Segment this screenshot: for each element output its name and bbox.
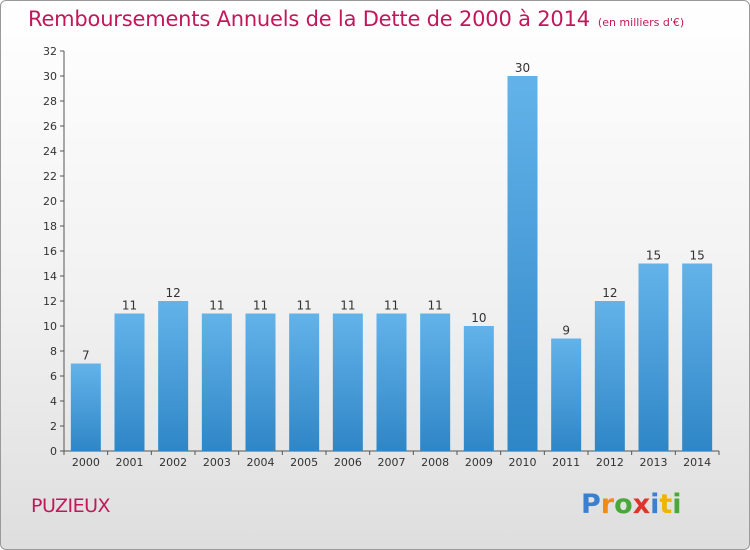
y-tick-label: 20 bbox=[43, 195, 57, 208]
y-tick-label: 10 bbox=[43, 320, 57, 333]
data-label: 7 bbox=[82, 349, 90, 363]
y-tick-label: 30 bbox=[43, 70, 57, 83]
data-label: 11 bbox=[253, 299, 268, 313]
x-tick-label: 2009 bbox=[465, 456, 493, 469]
data-label: 12 bbox=[166, 286, 181, 300]
bar bbox=[551, 338, 582, 451]
title-row: Remboursements Annuels de la Dette de 20… bbox=[28, 7, 684, 31]
bar bbox=[289, 313, 320, 451]
data-label: 11 bbox=[384, 299, 399, 313]
y-tick-label: 12 bbox=[43, 295, 57, 308]
bar bbox=[114, 313, 145, 451]
data-label: 11 bbox=[428, 299, 443, 313]
logo-letter: r bbox=[600, 489, 615, 520]
proxiti-logo: Proxiti bbox=[581, 489, 682, 520]
y-tick-label: 0 bbox=[50, 445, 57, 458]
y-tick-label: 16 bbox=[43, 245, 57, 258]
x-tick-label: 2000 bbox=[72, 456, 100, 469]
y-tick-label: 18 bbox=[43, 220, 57, 233]
bar bbox=[245, 313, 276, 451]
y-tick-label: 8 bbox=[50, 345, 57, 358]
x-tick-label: 2007 bbox=[378, 456, 406, 469]
x-tick-label: 2002 bbox=[159, 456, 187, 469]
data-label: 11 bbox=[340, 299, 355, 313]
data-label: 11 bbox=[209, 299, 224, 313]
y-tick-label: 22 bbox=[43, 170, 57, 183]
bar bbox=[376, 313, 407, 451]
chart-title: Remboursements Annuels de la Dette de 20… bbox=[28, 7, 590, 31]
logo-letter: o bbox=[614, 489, 633, 520]
x-tick-label: 2006 bbox=[334, 456, 362, 469]
x-tick-label: 2012 bbox=[596, 456, 624, 469]
labels: 2000 7 2001 11 2002 12 2003 11 2004 11 2005 11 2006 1… bbox=[72, 61, 711, 469]
bar bbox=[158, 301, 189, 451]
y-tick-label: 26 bbox=[43, 120, 57, 133]
data-label: 11 bbox=[297, 299, 312, 313]
x-tick-label: 2001 bbox=[116, 456, 144, 469]
bar bbox=[594, 301, 625, 451]
bar bbox=[507, 76, 538, 451]
data-label: 30 bbox=[515, 61, 530, 75]
data-label: 9 bbox=[562, 324, 570, 338]
bars bbox=[70, 76, 713, 451]
x-tick-label: 2003 bbox=[203, 456, 231, 469]
data-label: 15 bbox=[646, 249, 661, 263]
x-tick-label: 2014 bbox=[683, 456, 711, 469]
logo-letter: P bbox=[581, 489, 601, 520]
data-label: 12 bbox=[602, 286, 617, 300]
bar bbox=[682, 263, 713, 451]
x-tick-label: 2005 bbox=[290, 456, 318, 469]
chart-subtitle: (en milliers d'€) bbox=[597, 16, 685, 29]
x-tick-label: 2011 bbox=[552, 456, 580, 469]
bar bbox=[463, 326, 494, 451]
y-tick-label: 28 bbox=[43, 95, 57, 108]
logo-letter: t bbox=[659, 489, 673, 520]
y-tick-label: 24 bbox=[43, 145, 57, 158]
bar bbox=[201, 313, 232, 451]
x-tick-label: 2008 bbox=[421, 456, 449, 469]
data-label: 11 bbox=[122, 299, 137, 313]
x-tick-label: 2013 bbox=[640, 456, 668, 469]
y-tick-label: 4 bbox=[50, 395, 57, 408]
logo-letter: x bbox=[632, 489, 651, 520]
logo-letter: i bbox=[672, 489, 682, 520]
y-tick-label: 32 bbox=[43, 45, 57, 58]
x-tick-label: 2010 bbox=[509, 456, 537, 469]
y-tick-label: 14 bbox=[43, 270, 57, 283]
town-name: PUZIEUX bbox=[31, 495, 111, 517]
bar bbox=[70, 363, 101, 451]
logo-letter: i bbox=[650, 489, 660, 520]
bar bbox=[332, 313, 363, 451]
bar bbox=[638, 263, 669, 451]
bar bbox=[420, 313, 451, 451]
y-tick-label: 2 bbox=[50, 420, 57, 433]
y-tick-label: 6 bbox=[50, 370, 57, 383]
data-label: 15 bbox=[690, 249, 705, 263]
data-label: 10 bbox=[471, 311, 486, 325]
x-tick-label: 2004 bbox=[247, 456, 275, 469]
